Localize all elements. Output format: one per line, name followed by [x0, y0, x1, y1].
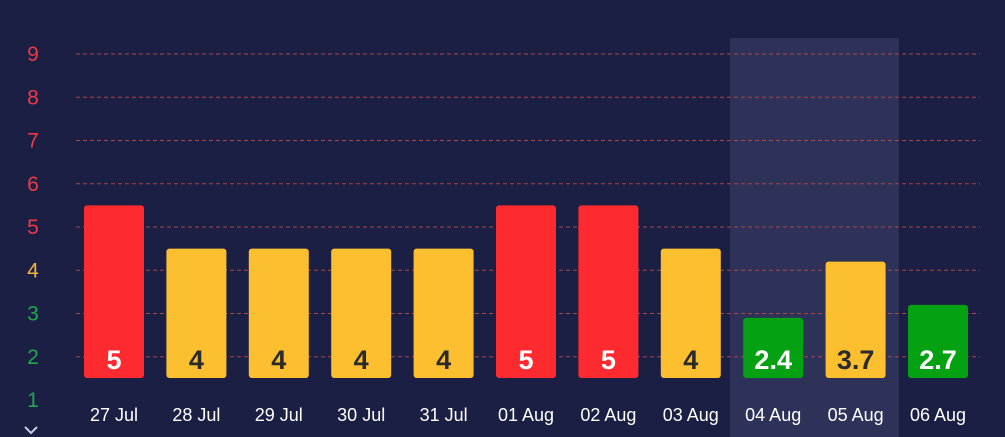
bar-value-label: 4	[436, 345, 451, 375]
y-tick-label: 2	[27, 346, 39, 369]
bar[interactable]	[331, 248, 392, 378]
bar-value-label: 4	[683, 345, 698, 375]
bar[interactable]	[84, 205, 144, 378]
bar[interactable]	[578, 205, 639, 378]
y-tick-label: 5	[27, 216, 39, 239]
y-tick-label: 8	[27, 86, 39, 109]
bar[interactable]	[496, 205, 556, 378]
x-tick-label: 30 Jul	[337, 405, 385, 425]
x-tick-label: 27 Jul	[90, 405, 138, 425]
bar[interactable]	[908, 304, 968, 378]
bar[interactable]	[660, 248, 721, 378]
bar[interactable]	[413, 248, 474, 378]
bar-value-label: 2.7	[919, 345, 957, 375]
bar-value-label: 4	[271, 345, 286, 375]
x-tick-label: 06 Aug	[910, 405, 966, 425]
bar-value-label: 5	[106, 345, 121, 375]
chevron-down-icon[interactable]	[24, 425, 38, 435]
bar-value-label: 5	[601, 345, 616, 375]
x-tick-label: 01 Aug	[498, 405, 554, 425]
bar[interactable]	[248, 248, 309, 378]
bar-value-label: 4	[354, 345, 369, 375]
y-tick-label: 6	[27, 173, 39, 196]
x-tick-label: 05 Aug	[828, 405, 884, 425]
y-tick-label: 9	[27, 43, 39, 66]
y-tick-label: 3	[27, 303, 39, 326]
bar[interactable]	[825, 261, 886, 378]
x-tick-label: 02 Aug	[580, 405, 636, 425]
bar[interactable]	[743, 317, 804, 378]
x-tick-label: 03 Aug	[663, 405, 719, 425]
y-tick-label: 1	[27, 389, 39, 412]
x-tick-label: 31 Jul	[420, 405, 468, 425]
y-tick-label: 7	[27, 130, 39, 153]
bar[interactable]	[166, 248, 227, 378]
x-tick-label: 04 Aug	[745, 405, 801, 425]
bar-value-label: 3.7	[837, 345, 875, 375]
bar-value-label: 5	[518, 345, 533, 375]
x-tick-label: 28 Jul	[172, 405, 220, 425]
x-tick-label: 29 Jul	[255, 405, 303, 425]
y-tick-label: 4	[27, 259, 39, 282]
bar-value-label: 2.4	[754, 345, 792, 375]
bar-value-label: 4	[189, 345, 204, 375]
